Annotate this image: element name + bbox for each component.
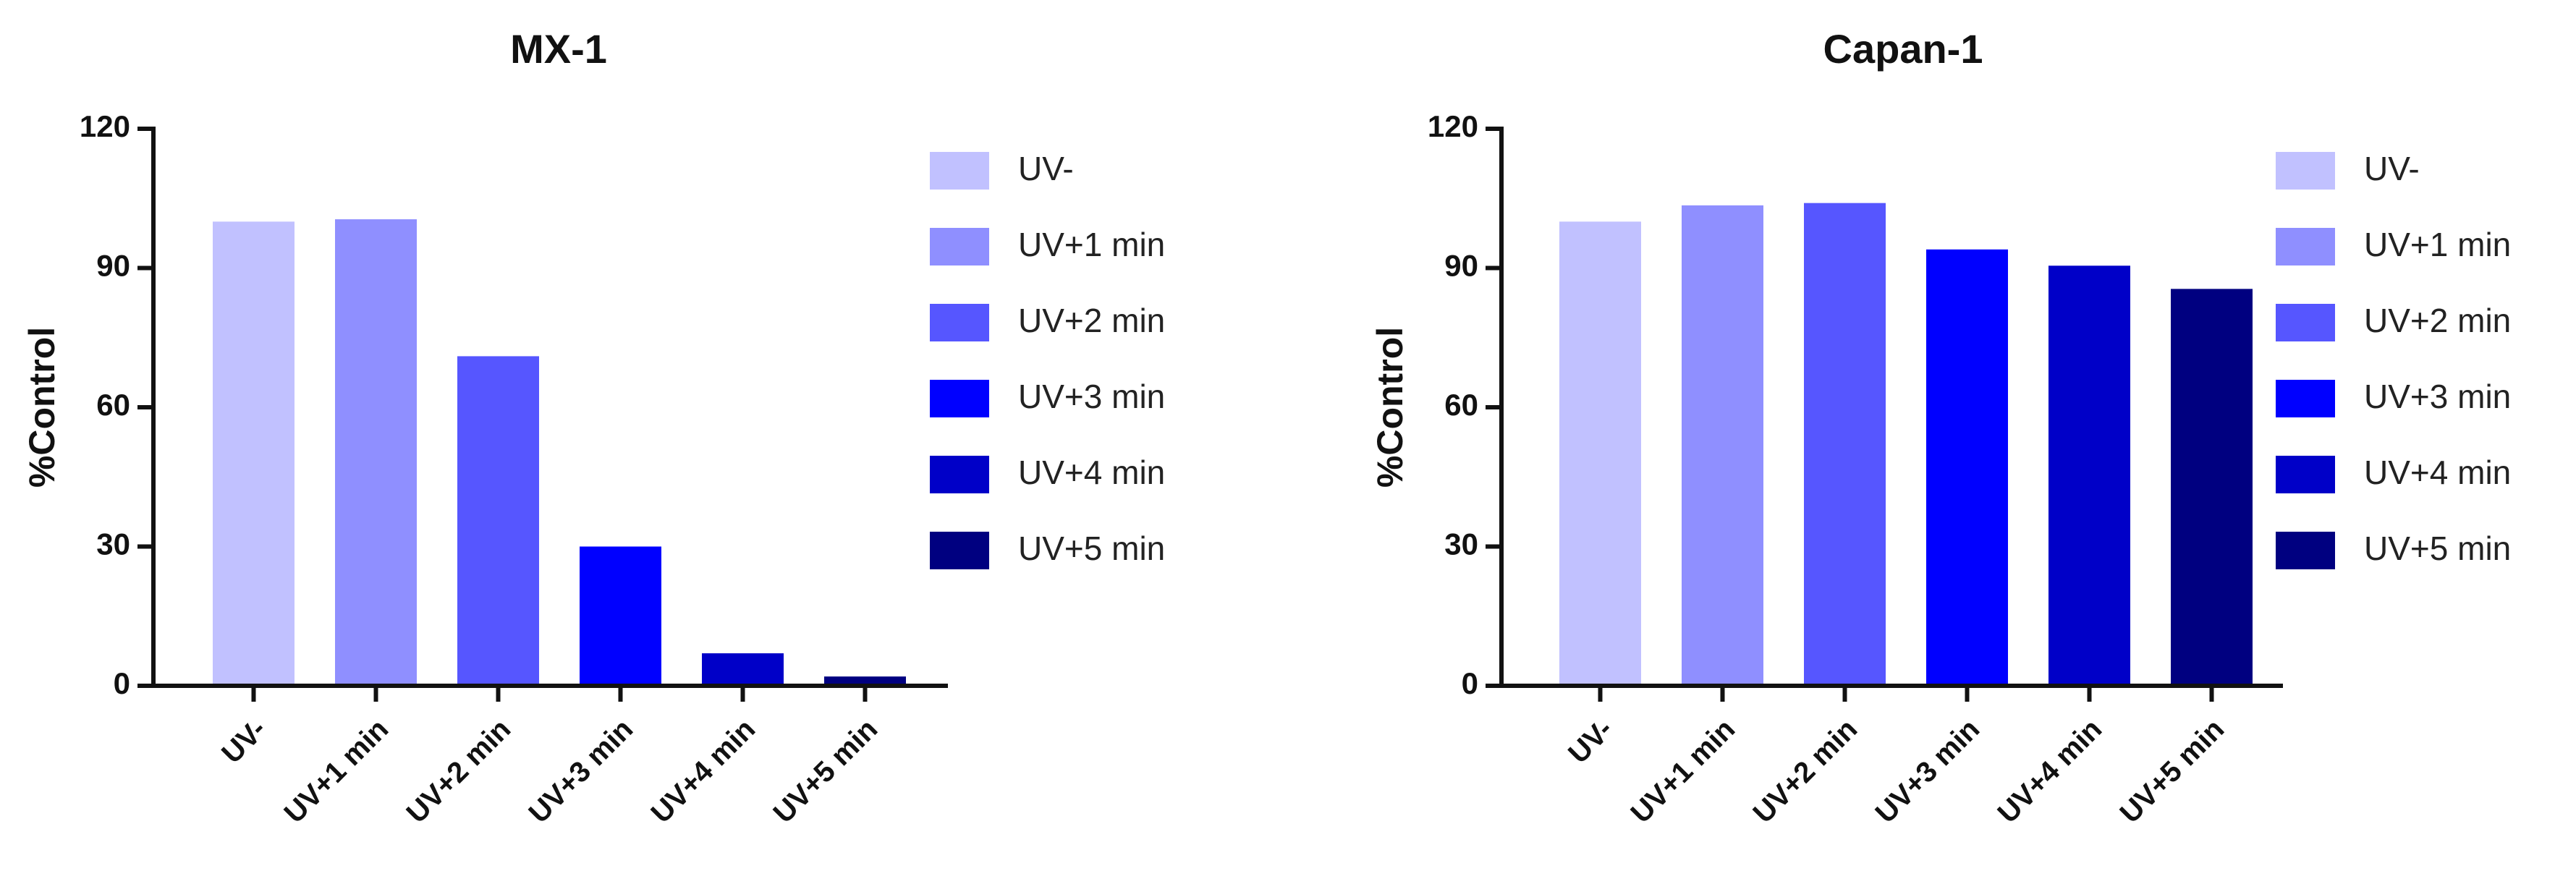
legend-swatch — [930, 456, 989, 493]
bar — [1804, 203, 1886, 687]
bar — [580, 546, 661, 686]
x-tick-label: UV+2 min — [401, 713, 517, 830]
legend-swatch — [930, 532, 989, 569]
y-tick-label: 0 — [1462, 666, 1478, 700]
x-tick-label: UV+1 min — [1625, 713, 1742, 830]
x-tick-label: UV+5 min — [768, 713, 884, 830]
y-axis-title: %Control — [1370, 327, 1410, 488]
y-tick-label: 60 — [96, 388, 130, 422]
legend-label: UV+4 min — [2364, 454, 2511, 491]
legend-swatch — [930, 380, 989, 417]
y-tick-label: 90 — [96, 249, 130, 283]
legend-label: UV+2 min — [1018, 302, 1165, 339]
legend-swatch — [2276, 380, 2335, 417]
legend-label: UV+5 min — [2364, 530, 2511, 567]
legend-label: UV+4 min — [1018, 454, 1165, 491]
bar — [2171, 289, 2253, 686]
bar — [335, 219, 417, 686]
bar — [213, 221, 295, 686]
bar — [702, 653, 784, 686]
bar — [2048, 265, 2130, 687]
legend-swatch — [930, 228, 989, 265]
legend-label: UV+2 min — [2364, 302, 2511, 339]
legend-label: UV+3 min — [1018, 378, 1165, 415]
legend-swatch — [2276, 152, 2335, 190]
legend-label: UV+1 min — [1018, 226, 1165, 263]
chart-title: Capan-1 — [1823, 26, 1983, 72]
legend-label: UV+1 min — [2364, 226, 2511, 263]
y-tick-label: 60 — [1444, 388, 1478, 422]
y-tick-label: 0 — [114, 666, 130, 700]
x-tick-label: UV+4 min — [1992, 713, 2109, 830]
bar — [1559, 221, 1641, 686]
legend-swatch — [2276, 228, 2335, 265]
x-tick-label: UV- — [216, 713, 272, 770]
bar — [1682, 205, 1763, 686]
legend-label: UV- — [2364, 150, 2420, 187]
legend-swatch — [2276, 532, 2335, 569]
legend-swatch — [930, 152, 989, 190]
y-tick-label: 30 — [96, 527, 130, 561]
y-axis-title: %Control — [22, 327, 62, 488]
x-tick-label: UV- — [1562, 713, 1619, 770]
x-tick-label: UV+3 min — [523, 713, 640, 830]
legend-label: UV+3 min — [2364, 378, 2511, 415]
legend-swatch — [2276, 456, 2335, 493]
x-tick-label: UV+2 min — [1747, 713, 1864, 830]
legend-swatch — [930, 304, 989, 341]
legend-label: UV+5 min — [1018, 530, 1165, 567]
bar — [1926, 249, 2008, 686]
legend-swatch — [2276, 304, 2335, 341]
y-tick-label: 120 — [80, 109, 130, 143]
legend-label: UV- — [1018, 150, 1074, 187]
y-tick-label: 90 — [1444, 249, 1478, 283]
y-tick-label: 120 — [1428, 109, 1478, 143]
x-tick-label: UV+3 min — [1870, 713, 1986, 830]
x-tick-label: UV+1 min — [279, 713, 395, 830]
chart-title: MX-1 — [510, 26, 607, 72]
bar — [824, 676, 906, 686]
x-tick-label: UV+5 min — [2114, 713, 2231, 830]
bar — [457, 356, 539, 686]
y-tick-label: 30 — [1444, 527, 1478, 561]
x-tick-label: UV+4 min — [645, 713, 762, 830]
